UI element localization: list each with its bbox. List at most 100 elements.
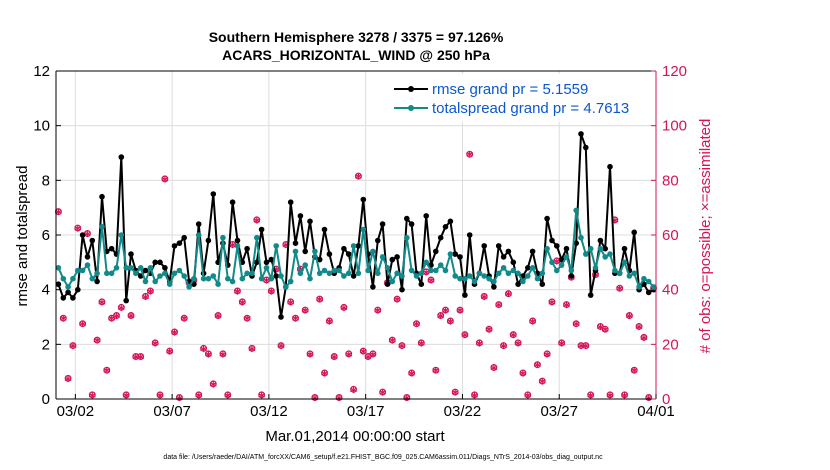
data-point-rmse bbox=[495, 243, 502, 249]
obs-possible-marker bbox=[59, 314, 67, 322]
data-point-spread bbox=[292, 248, 299, 255]
obs-assimilated-marker: * bbox=[243, 314, 251, 330]
y-right-tick-label: 0 bbox=[662, 391, 670, 408]
obs-assimilated-marker: * bbox=[60, 314, 68, 330]
data-point-spread bbox=[433, 267, 439, 274]
obs-assimilated-marker: * bbox=[437, 311, 445, 327]
obs-possible-marker bbox=[461, 331, 469, 339]
data-point-rmse bbox=[307, 218, 313, 225]
data-point-spread bbox=[597, 245, 604, 252]
obs-possible-marker bbox=[117, 303, 125, 311]
data-point-rmse bbox=[171, 243, 178, 249]
obs-possible-marker bbox=[446, 317, 454, 325]
data-point-rmse bbox=[99, 193, 105, 200]
obs-possible-marker bbox=[74, 224, 82, 232]
obs-assimilated-marker: * bbox=[214, 311, 222, 327]
obs-assimilated-marker: * bbox=[635, 322, 643, 338]
data-point-rmse bbox=[79, 232, 86, 238]
data-point-spread bbox=[399, 273, 405, 279]
y-right-tick-label: 20 bbox=[662, 336, 679, 353]
obs-possible-marker bbox=[587, 391, 595, 399]
data-point-spread bbox=[549, 259, 555, 266]
obs-possible-marker bbox=[485, 325, 493, 333]
obs-possible-marker bbox=[219, 350, 227, 358]
data-point-spread bbox=[355, 270, 362, 277]
data-point-rmse bbox=[452, 251, 459, 257]
data-point-spread bbox=[452, 273, 459, 279]
data-point-spread bbox=[442, 267, 449, 274]
obs-possible-marker bbox=[393, 295, 401, 303]
obs-possible-marker bbox=[534, 361, 541, 369]
data-point-rmse bbox=[302, 248, 309, 255]
obs-possible-marker bbox=[451, 388, 459, 396]
obs-possible-marker bbox=[142, 292, 149, 300]
obs-assimilated-marker: * bbox=[98, 297, 106, 313]
legend-rmse-label: rmse grand pr = 5.1559 bbox=[432, 81, 588, 98]
obs-possible-marker bbox=[577, 342, 585, 350]
data-point-rmse bbox=[462, 292, 468, 298]
data-point-rmse bbox=[375, 237, 381, 244]
data-point-spread bbox=[84, 262, 91, 268]
obs-assimilated-marker: * bbox=[176, 393, 184, 409]
data-point-spread bbox=[133, 270, 139, 277]
obs-possible-marker bbox=[180, 314, 188, 322]
data-point-spread bbox=[563, 254, 570, 260]
obs-assimilated-marker: * bbox=[548, 297, 556, 313]
obs-possible-marker bbox=[166, 347, 174, 355]
obs-possible-marker bbox=[417, 339, 425, 347]
data-point-spread bbox=[360, 226, 367, 233]
obs-possible-marker bbox=[403, 394, 411, 401]
data-point-spread bbox=[220, 234, 226, 241]
obs-assimilated-marker: * bbox=[292, 314, 300, 330]
legend: rmse grand pr = 5.1559 totalspread grand… bbox=[385, 74, 655, 122]
obs-assimilated-marker: * bbox=[418, 338, 426, 354]
obs-possible-marker bbox=[563, 301, 570, 309]
data-point-rmse bbox=[55, 281, 62, 288]
data-point-rmse bbox=[229, 199, 236, 205]
data-point-spread bbox=[181, 273, 187, 279]
data-point-rmse bbox=[442, 224, 449, 230]
data-point-spread bbox=[413, 273, 420, 279]
data-point-spread bbox=[331, 267, 338, 274]
data-point-spread bbox=[471, 278, 478, 285]
data-point-spread bbox=[321, 267, 328, 274]
data-point-spread bbox=[263, 265, 270, 271]
data-point-spread bbox=[215, 281, 221, 288]
obs-possible-marker bbox=[558, 339, 566, 347]
data-point-rmse bbox=[505, 248, 512, 255]
obs-assimilated-marker: * bbox=[577, 341, 585, 357]
obs-possible-marker bbox=[625, 312, 633, 319]
data-point-spread bbox=[113, 265, 120, 271]
data-point-spread bbox=[205, 275, 212, 282]
obs-possible-marker bbox=[427, 276, 435, 284]
obs-possible-marker bbox=[543, 350, 551, 358]
data-point-rmse bbox=[544, 215, 550, 222]
data-point-rmse bbox=[278, 314, 284, 320]
chart-title-line2: ACARS_HORIZONTAL_WIND @ 250 hPa bbox=[222, 47, 490, 63]
data-point-rmse bbox=[297, 213, 304, 219]
obs-possible-marker bbox=[335, 394, 343, 401]
data-point-rmse bbox=[510, 259, 517, 266]
chart-title-line1: Southern Hemisphere 3278 / 3375 = 97.126… bbox=[209, 29, 504, 45]
y-axis-left-label: rmse and totalspread bbox=[14, 166, 31, 307]
obs-possible-marker bbox=[224, 391, 232, 399]
obs-assimilated-marker: * bbox=[466, 150, 474, 166]
data-point-spread bbox=[142, 278, 149, 285]
data-point-spread bbox=[350, 243, 357, 249]
legend-spread-marker bbox=[408, 105, 414, 111]
data-point-rmse bbox=[321, 226, 328, 233]
obs-possible-marker bbox=[204, 350, 212, 358]
obs-possible-marker bbox=[127, 312, 135, 319]
obs-assimilated-marker: * bbox=[321, 368, 329, 384]
data-point-rmse bbox=[360, 196, 367, 203]
obs-assimilated-marker: * bbox=[248, 344, 256, 360]
data-point-spread bbox=[268, 275, 275, 282]
obs-possible-marker bbox=[432, 366, 440, 374]
data-point-spread bbox=[210, 273, 217, 279]
data-point-spread bbox=[539, 270, 546, 277]
obs-possible-marker bbox=[374, 306, 382, 314]
x-axis-label: Mar.01,2014 00:00:00 start bbox=[265, 428, 445, 445]
obs-possible-marker bbox=[248, 344, 256, 352]
obs-possible-marker bbox=[514, 339, 522, 347]
series-spread bbox=[55, 207, 657, 290]
